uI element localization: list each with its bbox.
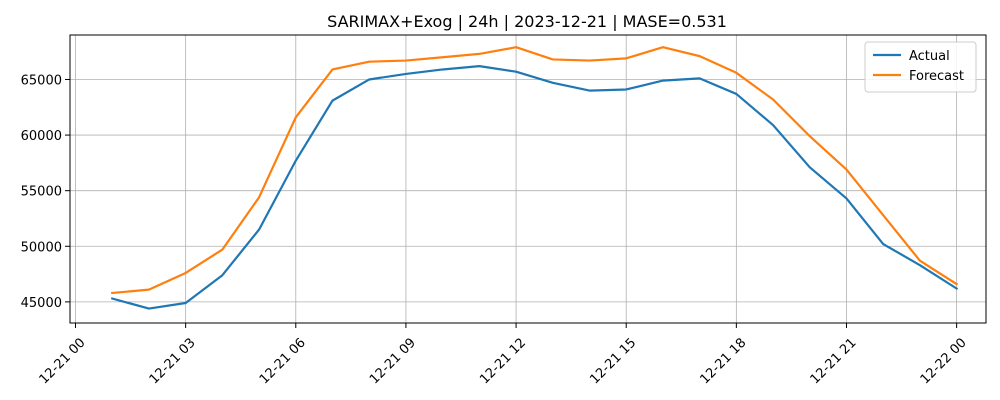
series-layer	[110, 46, 959, 310]
y-tick-label: 65000	[21, 73, 62, 88]
series-line-forecast	[111, 46, 959, 295]
x-tick-label: 12-21 21	[808, 335, 860, 387]
legend-label-actual: Actual	[909, 49, 950, 64]
legend: Actual Forecast	[864, 41, 977, 93]
x-tick-label: 12-21 18	[697, 335, 749, 387]
y-tick-label: 50000	[21, 240, 62, 255]
axis-layer: 12-21 00 12-21 03 12-21 06 12-21 09 12-21 12…	[21, 73, 970, 387]
chart-title: SARIMAX+Exog | 24h | 2023-12-21 | MASE=0…	[327, 12, 727, 31]
x-tick-label: 12-21 03	[147, 335, 199, 387]
x-tick-label: 12-21 12	[477, 335, 529, 387]
plot-frame	[69, 34, 987, 324]
legend-label-forecast: Forecast	[909, 69, 964, 84]
y-tick-label: 55000	[21, 185, 62, 200]
x-tick-label: 12-21 09	[367, 335, 419, 387]
x-tick-label: 12-21 15	[587, 335, 639, 387]
y-tick-label: 45000	[21, 296, 62, 311]
grid-layer	[70, 35, 986, 323]
y-tick-label: 60000	[21, 129, 62, 144]
x-tick-label: 12-21 06	[257, 335, 309, 387]
series-line-actual	[110, 65, 959, 310]
x-tick-label: 12-21 00	[37, 335, 89, 387]
x-tick-label: 12-22 00	[918, 335, 970, 387]
